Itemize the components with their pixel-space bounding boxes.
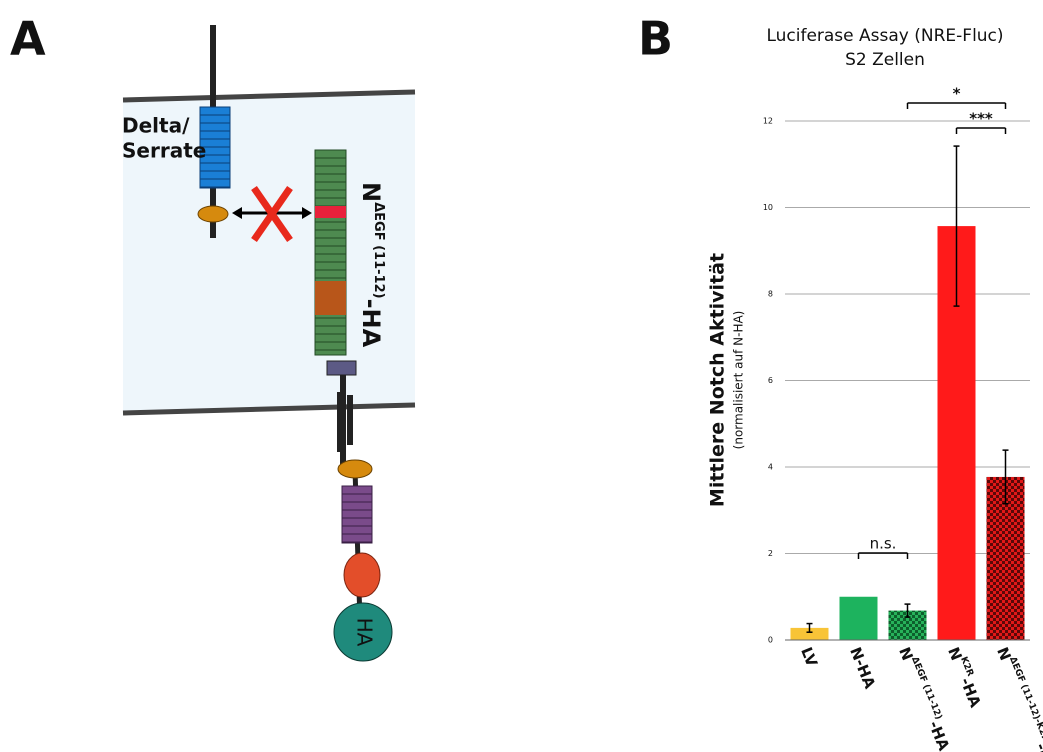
y-tick-label: 2 — [768, 549, 773, 558]
significance-label: n.s. — [870, 535, 897, 553]
panel-label: B — [638, 12, 673, 66]
repeats-highlight — [315, 281, 346, 315]
x-tick-label: NK2R-HA — [945, 644, 987, 710]
y-axis-label: Mittlere Notch Aktivität — [707, 253, 729, 507]
panel-label: A — [10, 12, 46, 66]
tag-label: HA — [353, 618, 377, 647]
label-part: -HA — [357, 299, 385, 348]
x-tick-label: N-HA — [847, 644, 880, 691]
chart-title: Luciferase Assay (NRE-Fluc) — [766, 26, 1003, 46]
label-part: -HA — [925, 718, 953, 752]
significance-label: *** — [969, 110, 993, 128]
label-part: ΔEGF (11-12)-K2R — [1008, 655, 1043, 743]
y-tick-label: 8 — [768, 290, 773, 299]
x-tick-label: LV — [798, 644, 822, 669]
label-part: N-HA — [847, 644, 880, 691]
label-part: ΔEGF (11-12) — [910, 655, 944, 721]
label-part: ΔEGF (11-12) — [372, 202, 387, 298]
pest-domain — [344, 553, 380, 597]
panel-a: A Delta/ Serrate HA NΔEGF (11-12)-HA — [10, 12, 415, 662]
figure: A Delta/ Serrate HA NΔEGF (11-12)-HA B L… — [0, 0, 1043, 752]
label-part: -HA — [957, 675, 985, 710]
y-tick-label: 12 — [763, 117, 773, 126]
ram-domain — [338, 460, 372, 478]
label-part: LV — [798, 644, 822, 669]
nrr — [327, 361, 356, 375]
transmembrane — [337, 392, 343, 452]
panel-b: B Luciferase Assay (NRE-Fluc) S2 Zellen … — [638, 12, 1043, 752]
y-tick-label: 10 — [763, 203, 773, 212]
ligand-domain — [198, 206, 228, 222]
significance-label: * — [953, 85, 961, 103]
label-part: N — [357, 182, 385, 202]
bar — [840, 597, 878, 640]
x-tick-label: NΔEGF (11-12)-K2R-HA — [994, 644, 1043, 752]
receptor-repeats — [315, 150, 346, 355]
ligand-label: Serrate — [122, 139, 206, 163]
y-tick-label: 4 — [768, 463, 773, 472]
y-tick-label: 6 — [768, 376, 773, 385]
ligand-label: Delta/ — [122, 114, 190, 138]
x-tick-label: NΔEGF (11-12)-HA — [896, 644, 956, 752]
deleted-repeats — [315, 206, 346, 218]
transmembrane — [347, 395, 353, 445]
chart-subtitle: S2 Zellen — [845, 50, 925, 70]
ankyrin-repeats — [342, 486, 372, 543]
y-axis-sublabel: (normalisiert auf N-HA) — [732, 311, 746, 450]
y-tick-label: 0 — [768, 636, 773, 645]
